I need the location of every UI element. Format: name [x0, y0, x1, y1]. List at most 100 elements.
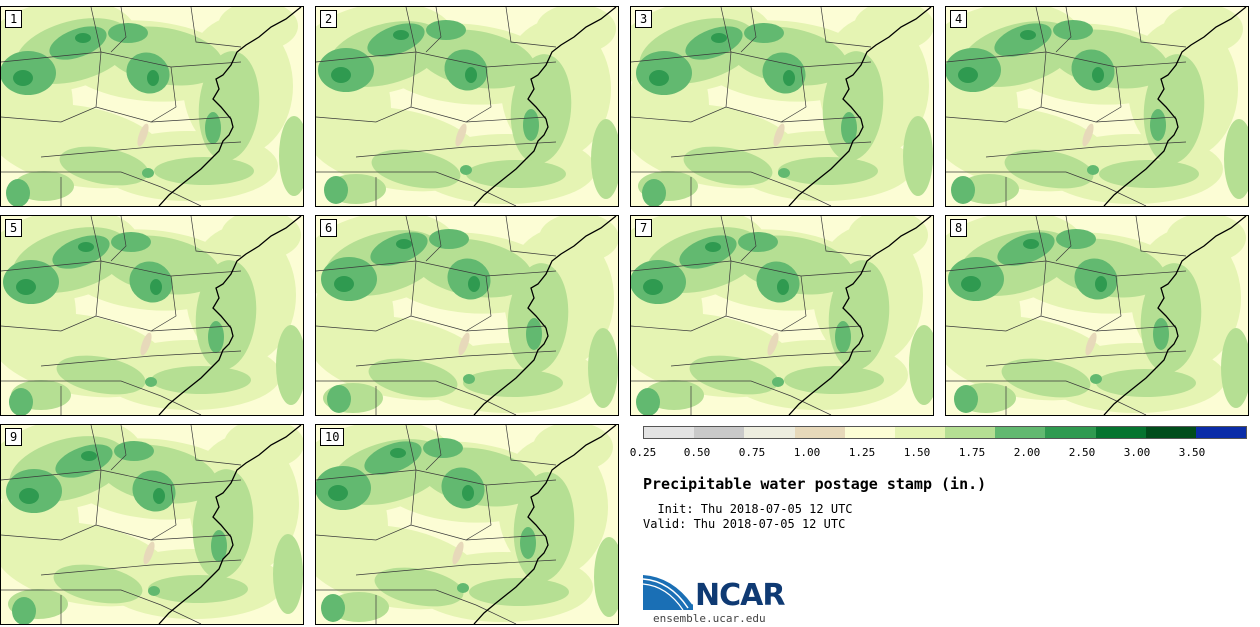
colorbar-swatch [744, 427, 795, 438]
pw-area-2-00 [126, 52, 170, 94]
pw-area-2-00 [642, 179, 666, 206]
pw-area-1-75 [1004, 149, 1094, 189]
state-boundaries [946, 216, 1187, 415]
pw-area-2-50 [390, 448, 406, 458]
pw-area-1-00 [458, 332, 470, 356]
pw-area-2-00 [1153, 318, 1169, 350]
member-label: 7 [635, 219, 653, 237]
member-stamp-10: 10 [315, 424, 619, 625]
pw-area-2-00 [772, 377, 784, 387]
pw-area-2-00 [429, 229, 469, 249]
colorbar-tick-label: 3.00 [1123, 446, 1151, 459]
pw-area-2-00 [762, 52, 806, 94]
pw-area-2-00 [208, 321, 224, 353]
pw-area-1-75 [469, 578, 569, 606]
plot-title: Precipitable water postage stamp (in.) [643, 475, 987, 493]
pw-map [316, 425, 618, 624]
pw-area-2-50 [468, 276, 480, 292]
colorbar-swatch [794, 427, 845, 438]
colorbar-tick-label: 0.75 [738, 446, 766, 459]
pw-area-1-75 [466, 160, 566, 188]
state-boundaries [316, 216, 557, 415]
pw-area-2-00 [111, 232, 151, 252]
colorbar-swatch [694, 427, 745, 438]
pw-area-1-00 [452, 541, 464, 565]
pw-area-1-75 [903, 116, 933, 196]
pw-area-2-00 [685, 26, 743, 60]
pw-area-2-00 [52, 235, 110, 269]
colorbar-tick-label: 0.50 [683, 446, 711, 459]
colorbar-tick-label: 2.50 [1068, 446, 1096, 459]
pw-area-2-50 [396, 239, 412, 249]
pw-area-2-00 [841, 112, 857, 144]
ncar-logo[interactable]: NCAR ensemble.ucar.edu [643, 570, 803, 626]
colorbar-swatch [894, 427, 946, 438]
pw-map [946, 216, 1248, 415]
pw-area-1-75 [591, 119, 618, 199]
pw-map [1, 425, 303, 624]
pw-area-2-00 [744, 23, 784, 43]
pw-area-1-75 [689, 355, 779, 395]
pw-area-2-50 [1092, 67, 1104, 83]
pw-area-1-75 [371, 149, 461, 189]
colorbar [643, 426, 1247, 439]
pw-area-1-50 [218, 7, 298, 51]
pw-area-1-75 [1224, 119, 1248, 199]
logo-url[interactable]: ensemble.ucar.edu [653, 612, 766, 625]
pw-area-2-00 [954, 385, 978, 413]
pw-area-1-75 [784, 366, 884, 394]
pw-area-1-75 [279, 116, 303, 196]
coastline [158, 7, 302, 206]
member-stamp-6: 6 [315, 215, 619, 416]
pw-area-1-50 [1166, 216, 1246, 263]
pw-area-2-00 [457, 583, 469, 593]
colorbar-swatch [1145, 427, 1196, 438]
member-label: 1 [5, 10, 23, 28]
pw-area-1-75 [463, 369, 563, 397]
pw-area-2-00 [6, 179, 30, 206]
pw-area-2-00 [148, 586, 160, 596]
pw-area-1-50 [1163, 7, 1243, 54]
colorbar-tick-label: 1.25 [848, 446, 876, 459]
pw-area-1-75 [374, 567, 464, 607]
pw-area-2-00 [423, 438, 463, 458]
ncar-swoosh-icon [643, 573, 694, 611]
pw-area-2-50 [961, 276, 981, 292]
pw-area-1-75 [909, 325, 933, 405]
colorbar-tick-label: 1.00 [793, 446, 821, 459]
pw-area-2-00 [463, 374, 475, 384]
pw-area-2-50 [958, 67, 978, 83]
pw-area-2-50 [462, 485, 474, 501]
member-stamp-8: 8 [945, 215, 1249, 416]
pw-area-2-00 [444, 49, 488, 91]
pw-area-2-00 [114, 441, 154, 461]
pw-area-2-50 [777, 279, 789, 295]
coastline [473, 425, 617, 624]
colorbar-swatch [1095, 427, 1146, 438]
pw-map [1, 216, 303, 415]
pw-area-2-50 [81, 451, 97, 461]
pw-map [1, 7, 303, 206]
pw-area-2-00 [523, 109, 539, 141]
pw-area-2-00 [1150, 109, 1166, 141]
pw-area-2-50 [1023, 239, 1039, 249]
pw-area-1-75 [192, 469, 254, 579]
pw-area-2-00 [12, 597, 36, 624]
pw-area-1-50 [536, 7, 616, 54]
colorbar-tick-label: 2.00 [1013, 446, 1041, 459]
pw-area-2-00 [951, 176, 975, 204]
pw-area-2-00 [1074, 258, 1118, 300]
pw-area-2-50 [1095, 276, 1107, 292]
pw-area-2-00 [1056, 229, 1096, 249]
pw-area-2-00 [447, 258, 491, 300]
pw-area-1-75 [1096, 369, 1196, 397]
state-boundaries [316, 425, 557, 624]
pw-area-1-50 [533, 425, 613, 472]
pw-area-1-75 [329, 592, 389, 622]
pw-area-1-00 [455, 123, 467, 147]
state-boundaries [631, 7, 872, 206]
pw-area-1-75 [154, 157, 254, 185]
pw-area-2-00 [636, 388, 660, 415]
coastline [788, 216, 932, 415]
pw-area-2-00 [1053, 20, 1093, 40]
